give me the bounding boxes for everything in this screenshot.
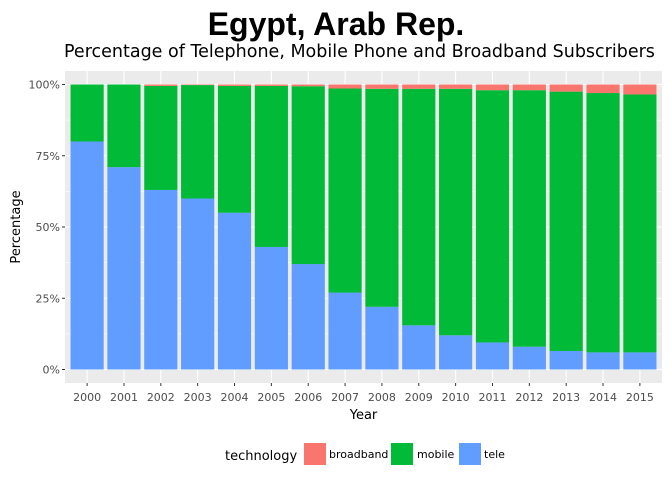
bar-tele-2015: [623, 352, 657, 370]
legend-key-broadband: [304, 443, 326, 465]
bar-tele-2003: [181, 198, 215, 370]
x-tick-label: 2000: [73, 391, 101, 404]
x-tick-label: 2002: [147, 391, 175, 404]
bar-mobile-2006: [291, 86, 325, 265]
bar-mobile-2003: [181, 85, 215, 199]
legend-title: technology: [225, 449, 297, 464]
bar-mobile-2010: [439, 88, 473, 336]
bar-broadband-2004: [217, 84, 252, 86]
x-tick-label: 2007: [331, 391, 359, 404]
bar-tele-2006: [291, 264, 325, 370]
x-tick-label: 2015: [626, 391, 654, 404]
y-tick-label: 100%: [29, 79, 60, 92]
chart-title: Egypt, Arab Rep.: [207, 6, 465, 42]
bar-mobile-2014: [586, 93, 620, 353]
bar-mobile-2007: [328, 88, 362, 293]
bar-tele-2010: [439, 335, 473, 370]
x-tick-label: 2014: [589, 391, 617, 404]
bar-broadband-2011: [475, 84, 510, 91]
bar-tele-2008: [365, 306, 399, 370]
bar-broadband-2014: [586, 84, 620, 94]
chart-subtitle: Percentage of Telephone, Mobile Phone an…: [64, 42, 655, 62]
x-tick-label: 2008: [368, 391, 396, 404]
bar-broadband-2005: [254, 84, 288, 86]
y-tick-label: 75%: [36, 150, 60, 163]
bar-tele-2001: [107, 167, 141, 370]
y-axis-title: Percentage: [9, 190, 24, 263]
x-tick-label: 2010: [442, 391, 470, 404]
x-tick-label: 2006: [294, 391, 322, 404]
bar-tele-2007: [328, 292, 362, 370]
bar-tele-2011: [475, 342, 510, 370]
bar-tele-2000: [70, 141, 104, 370]
x-tick-label: 2003: [184, 391, 212, 404]
bar-broadband-2002: [144, 84, 178, 86]
legend-key-mobile: [391, 443, 413, 465]
bar-broadband-2009: [402, 84, 436, 89]
y-tick-label: 50%: [36, 221, 60, 234]
bar-tele-2014: [586, 352, 620, 370]
legend-label-mobile: mobile: [417, 448, 455, 461]
bar-tele-2002: [144, 189, 178, 370]
bar-tele-2009: [402, 325, 436, 370]
bar-broadband-2007: [328, 84, 362, 89]
legend-key-tele: [459, 443, 481, 465]
x-tick-label: 2009: [405, 391, 433, 404]
bar-mobile-2004: [217, 85, 252, 213]
y-tick-label: 25%: [36, 292, 60, 305]
bar-broadband-2008: [365, 84, 399, 89]
bar-tele-2004: [217, 212, 252, 370]
x-tick-label: 2001: [110, 391, 138, 404]
x-tick-label: 2004: [221, 391, 249, 404]
bar-broadband-2012: [512, 84, 546, 91]
bar-mobile-2002: [144, 85, 178, 190]
bar-tele-2013: [549, 350, 583, 370]
bar-broadband-2015: [623, 84, 657, 95]
bar-mobile-2011: [475, 90, 510, 343]
bar-mobile-2000: [70, 84, 104, 142]
bar-mobile-2001: [107, 84, 141, 168]
bar-broadband-2006: [291, 84, 325, 87]
bar-mobile-2013: [549, 91, 583, 351]
x-axis-title: Year: [349, 408, 378, 423]
bar-tele-2005: [254, 246, 288, 370]
legend-label-broadband: broadband: [329, 448, 388, 461]
x-tick-label: 2011: [478, 391, 506, 404]
bar-mobile-2008: [365, 88, 399, 307]
legend-label-tele: tele: [484, 448, 505, 461]
y-tick-label: 0%: [43, 364, 60, 377]
bar-mobile-2005: [254, 85, 288, 247]
x-tick-label: 2013: [552, 391, 580, 404]
bar-mobile-2009: [402, 88, 436, 326]
x-tick-label: 2005: [257, 391, 285, 404]
bar-mobile-2015: [623, 94, 657, 353]
x-tick-label: 2012: [515, 391, 543, 404]
bar-mobile-2012: [512, 90, 546, 347]
bar-broadband-2013: [549, 84, 583, 92]
bar-tele-2012: [512, 346, 546, 370]
bar-broadband-2010: [439, 84, 473, 89]
bar-broadband-2003: [181, 84, 215, 86]
